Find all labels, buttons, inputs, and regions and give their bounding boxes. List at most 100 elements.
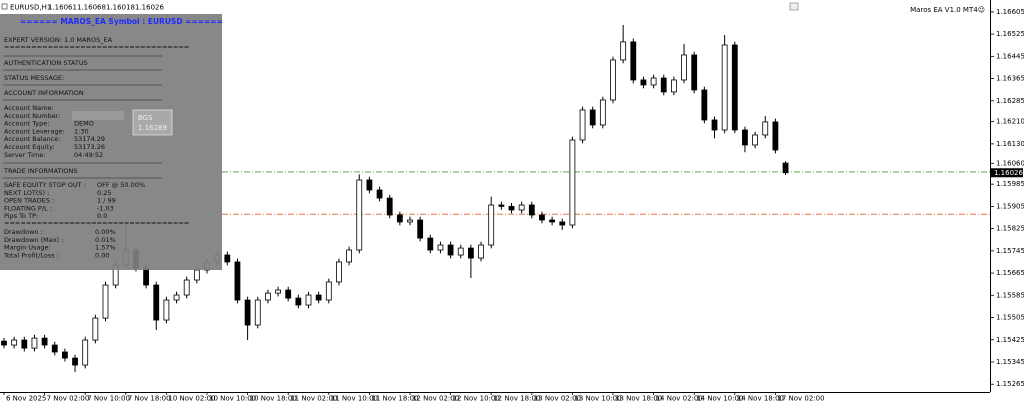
y-tick-label: 1.15665 — [996, 269, 1024, 277]
y-tick-label: 1.16060 — [996, 159, 1024, 167]
y-tick-label: 1.16445 — [996, 52, 1024, 60]
candle-body — [315, 294, 322, 301]
candle-body — [234, 261, 241, 301]
candle-body — [782, 162, 789, 174]
candle-body — [701, 89, 708, 121]
candle-body — [346, 249, 353, 263]
y-tick-label: 1.15425 — [996, 336, 1024, 344]
candle-body — [437, 244, 444, 251]
drawdown-value: 0.00 — [95, 251, 109, 259]
y-tick-label: 1.15985 — [996, 180, 1024, 188]
candle-body — [752, 134, 758, 146]
candle-body — [599, 99, 606, 126]
trade-value: 0.25 — [97, 189, 111, 197]
trade-label: OPEN TRADES : — [4, 197, 54, 205]
blurred-value — [72, 111, 124, 120]
candle-body — [244, 299, 251, 326]
candle-body — [173, 294, 180, 301]
candle-body — [569, 139, 576, 226]
candle-body — [528, 204, 535, 216]
candle-body — [183, 279, 190, 296]
drawdown-value: 0.01% — [95, 236, 116, 244]
ohlc-open: 1.16061 — [48, 4, 77, 12]
x-tick-label: 17 Nov 02:00 — [777, 395, 824, 403]
x-tick-label: 12 Nov 10:00 — [453, 395, 500, 403]
candle-body — [589, 109, 596, 126]
candle-body — [153, 284, 160, 321]
y-tick-label: 1.15505 — [996, 314, 1024, 322]
x-tick-label: 6 Nov 2025 — [6, 395, 46, 403]
candle-body — [92, 317, 99, 341]
x-tick-label: 13 Nov 10:00 — [574, 395, 621, 403]
account-value: 1:30 — [74, 127, 89, 135]
window-button[interactable] — [789, 2, 799, 11]
candle-body — [72, 357, 78, 366]
trade-label: SAFE EQUITY STOP OUT : — [4, 181, 86, 189]
candle-body — [295, 297, 302, 306]
candle-body — [396, 214, 403, 223]
x-tick-label: 7 Nov 18:00 — [128, 395, 171, 403]
candle-body — [51, 344, 58, 353]
x-tick-label: 13 Nov 02:00 — [534, 395, 581, 403]
candle-body — [336, 261, 342, 283]
account-value: 04:49:52 — [74, 151, 103, 159]
candle-body — [498, 204, 505, 207]
account-label: Server Time: — [4, 151, 45, 159]
trade-value: -1.03 — [97, 204, 114, 212]
ohlc-low: 1.16018 — [106, 4, 135, 12]
x-tick-label: 14 Nov 02:00 — [656, 395, 703, 403]
candle-body — [518, 204, 525, 211]
candle-body — [681, 54, 687, 81]
y-tick-label: 1.15265 — [996, 380, 1024, 388]
candle-body — [264, 292, 271, 301]
candle-body — [610, 59, 616, 101]
x-tick-label: 7 Nov 10:00 — [87, 395, 130, 403]
candle-body — [254, 299, 261, 326]
candle-body — [1, 340, 7, 346]
drawdown-label: Margin Usage: — [4, 244, 51, 252]
candle-body — [163, 299, 170, 321]
candle-body — [325, 281, 332, 301]
candle-body — [366, 179, 373, 191]
candle-body — [671, 79, 677, 93]
y-tick-label: 1.16285 — [996, 97, 1024, 105]
candle-body — [21, 339, 28, 349]
candle-body — [478, 244, 484, 259]
candle-body — [427, 237, 434, 251]
account-value: 53173.26 — [74, 143, 105, 151]
candle-body — [407, 219, 413, 223]
y-tick-label: 1.16525 — [996, 30, 1024, 38]
y-tick-label: 1.15585 — [996, 291, 1024, 299]
candle-body — [457, 247, 464, 256]
candle-body — [539, 214, 545, 221]
x-tick-label: 11 Nov 02:00 — [290, 395, 337, 403]
y-tick-label: 1.15745 — [996, 247, 1024, 255]
candle-body — [11, 339, 18, 346]
version: EXPERT VERSION: 1.0 MAROS_EA — [4, 36, 113, 44]
candle-body — [31, 337, 38, 349]
bgs-label: BGS — [138, 114, 153, 122]
candle-body — [224, 254, 231, 263]
candle-body — [143, 267, 150, 286]
ohlc-high: 1.16068 — [77, 4, 106, 12]
trade-label: Pips To TP: — [4, 212, 38, 220]
candle-body — [660, 77, 667, 93]
candle-body — [386, 197, 393, 216]
x-tick-label: 14 Nov 18:00 — [737, 395, 784, 403]
candle-body — [711, 119, 718, 131]
account-value: DEMO — [74, 120, 94, 128]
drawdown-label: Total Profit/Loss : — [3, 251, 59, 259]
candle-body — [559, 221, 566, 226]
y-tick-label: 1.16365 — [996, 75, 1024, 83]
account-label: Account Number: — [4, 112, 61, 120]
current-price-box — [991, 168, 1023, 178]
drawdown-value: 0.00% — [95, 228, 116, 236]
account-label: Account Equity: — [4, 143, 55, 151]
trade-value: 1 / 99 — [97, 197, 116, 205]
candle-body — [305, 294, 312, 306]
candle-body — [508, 205, 515, 211]
panel-background — [0, 14, 222, 270]
current-price-label: 1.16026 — [994, 169, 1023, 177]
candle-body — [467, 247, 474, 259]
candle-body — [376, 189, 383, 199]
